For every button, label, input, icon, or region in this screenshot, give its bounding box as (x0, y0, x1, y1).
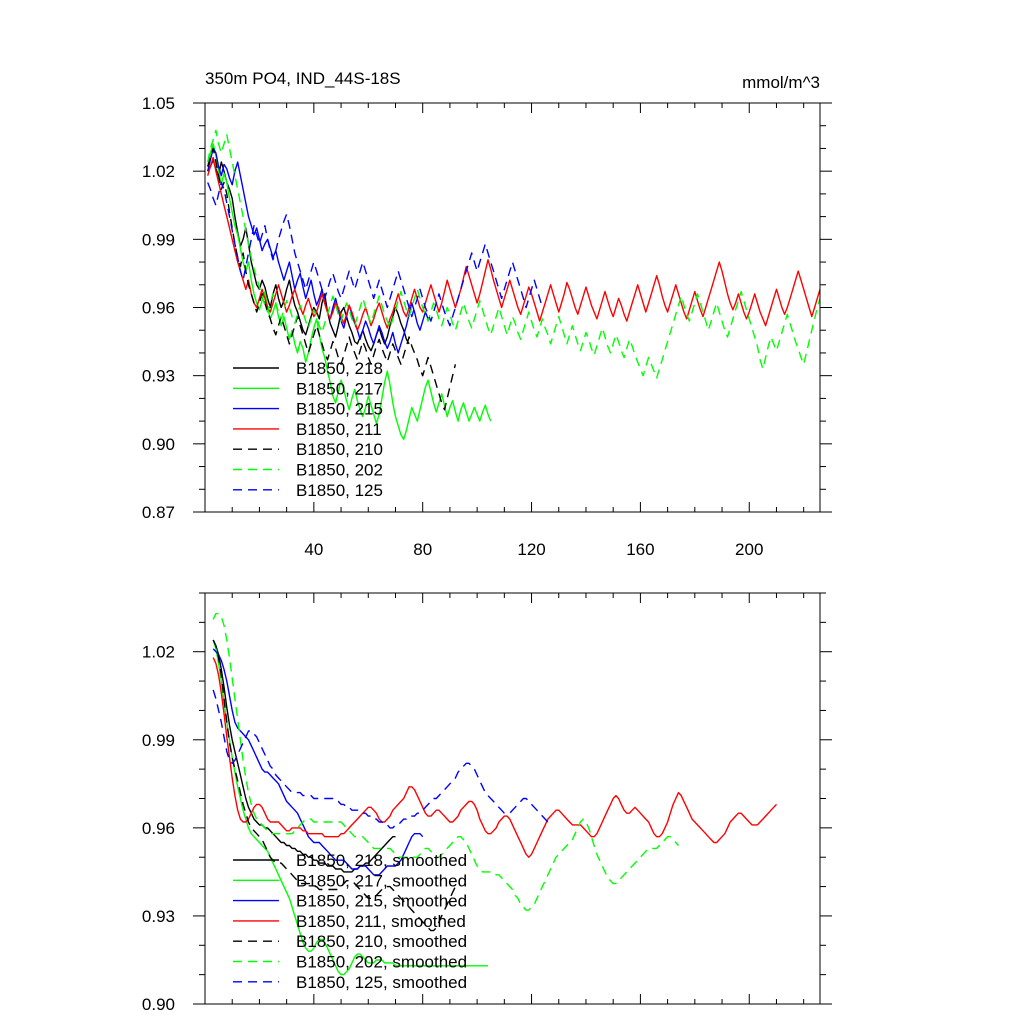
series-line-3 (207, 156, 820, 331)
y-tick-label: 0.90 (142, 435, 175, 454)
x-tick-label: 120 (517, 540, 545, 559)
legend-label: B1850, 202 (296, 461, 383, 480)
legend-label: B1850, 215 (296, 400, 383, 419)
units-label: mmol/m^3 (742, 73, 820, 92)
legend-label: B1850, 217 (296, 379, 383, 398)
top-plot-area: 40 80 120 160 200 0.87 0.90 0.93 0.96 0.99 1.02 1.0… (142, 94, 832, 559)
legend-label: B1850, 125 (296, 481, 383, 500)
legend-label: B1850, 218, smoothed (296, 851, 467, 870)
series-line-2 (207, 147, 429, 354)
x-tick-label: 160 (626, 540, 654, 559)
series-line-4 (212, 639, 457, 932)
legend-label: B1850, 211, smoothed (296, 912, 466, 931)
series-line-2 (212, 648, 424, 876)
series-line-5 (207, 129, 820, 379)
y-tick-label: 1.02 (142, 643, 175, 662)
x-tick-label: 40 (304, 540, 323, 559)
y-tick-label: 0.90 (142, 995, 175, 1014)
y-tick-label: 0.93 (142, 367, 175, 386)
series-line-1 (212, 639, 488, 976)
y-tick-label: 0.93 (142, 907, 175, 926)
legend-label: B1850, 202, smoothed (296, 953, 467, 972)
legend-label: B1850, 215, smoothed (296, 892, 467, 911)
x-tick-label: 80 (413, 540, 432, 559)
y-tick-label: 0.99 (142, 731, 175, 750)
series-line-5 (212, 612, 680, 911)
legend-label: B1850, 218 (296, 359, 383, 378)
top-panel: 350m PO4, IND_44S-18S mmol/m^3 40 80 120 16… (142, 69, 832, 559)
series-group (207, 129, 820, 440)
series-line-3 (212, 657, 778, 858)
y-tick-label: 0.96 (142, 299, 175, 318)
series-line-6 (212, 689, 551, 829)
y-tick-label: 0.96 (142, 819, 175, 838)
y-tick-label: 0.99 (142, 230, 175, 249)
y-tick-label: 1.02 (142, 162, 175, 181)
series-line-0 (212, 639, 396, 873)
legend-label: B1850, 211 (296, 420, 382, 439)
series-line-4 (207, 147, 457, 411)
legend-label: B1850, 210, smoothed (296, 932, 467, 951)
series-group (212, 612, 778, 976)
y-tick-label: 0.87 (142, 503, 175, 522)
legend-label: B1850, 210 (296, 440, 383, 459)
legend-label: B1850, 125, smoothed (296, 973, 467, 992)
bottom-plot-area: 0.90 0.93 0.96 0.99 1.02 B1850, 218, smoothed… (142, 592, 832, 1014)
series-line-1 (207, 143, 492, 440)
chart-title: 350m PO4, IND_44S-18S (205, 69, 401, 88)
legend-label: B1850, 217, smoothed (296, 871, 467, 890)
x-tick-label: 200 (735, 540, 763, 559)
bottom-panel: 0.90 0.93 0.96 0.99 1.02 B1850, 218, smoothed… (142, 592, 832, 1014)
y-tick-label: 1.05 (142, 94, 175, 113)
